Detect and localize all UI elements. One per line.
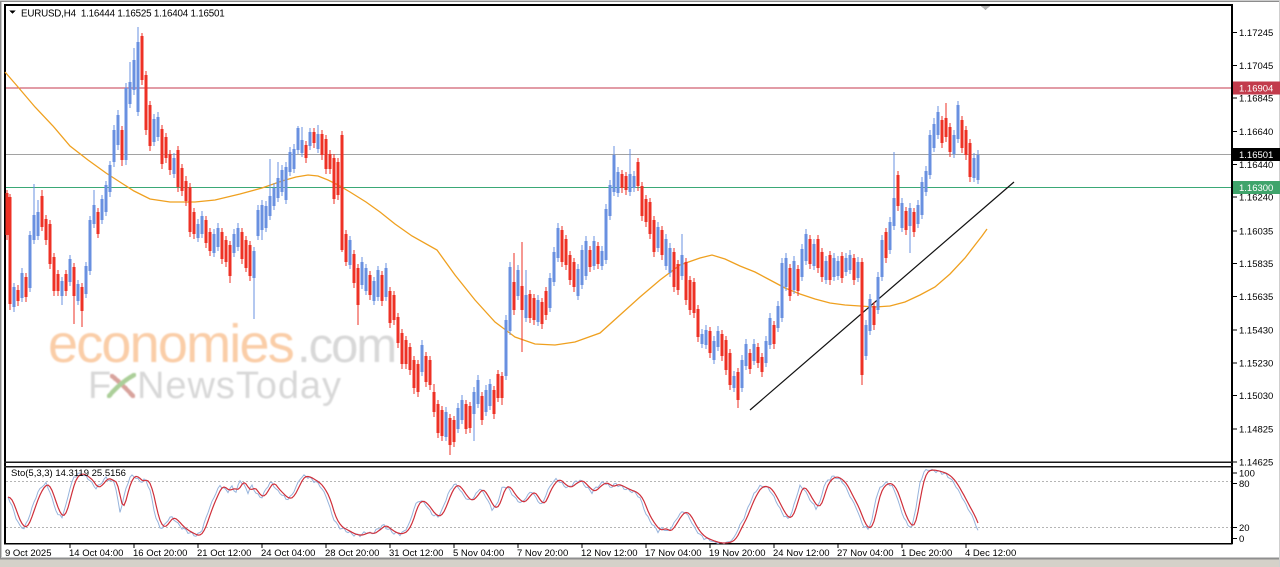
svg-text:1.17045: 1.17045: [1239, 61, 1273, 72]
svg-text:.com: .com: [297, 319, 395, 373]
svg-text:19 Nov 20:00: 19 Nov 20:00: [709, 548, 766, 559]
svg-text:80: 80: [1239, 479, 1250, 490]
svg-text:28 Oct 20:00: 28 Oct 20:00: [325, 548, 379, 559]
svg-text:1.16640: 1.16640: [1239, 127, 1273, 138]
svg-text:24 Oct 04:00: 24 Oct 04:00: [261, 548, 315, 559]
svg-text:1.15030: 1.15030: [1239, 391, 1273, 402]
svg-text:0: 0: [1239, 534, 1244, 545]
svg-text:F: F: [88, 365, 111, 407]
svg-text:9 Oct 2025: 9 Oct 2025: [5, 548, 51, 559]
svg-text:20: 20: [1239, 523, 1250, 534]
svg-text:24 Nov 12:00: 24 Nov 12:00: [773, 548, 830, 559]
svg-text:27 Nov 04:00: 27 Nov 04:00: [837, 548, 894, 559]
svg-text:5 Nov 04:00: 5 Nov 04:00: [453, 548, 504, 559]
svg-text:1.15635: 1.15635: [1239, 292, 1273, 303]
svg-text:1 Dec 20:00: 1 Dec 20:00: [901, 548, 952, 559]
svg-text:1.16440: 1.16440: [1239, 160, 1273, 171]
svg-text:1.16904: 1.16904: [1239, 84, 1273, 95]
svg-text:31 Oct 12:00: 31 Oct 12:00: [389, 548, 443, 559]
svg-text:NewsToday: NewsToday: [137, 365, 342, 407]
svg-text:1.14625: 1.14625: [1239, 457, 1273, 468]
svg-text:1.15835: 1.15835: [1239, 259, 1273, 270]
svg-text:1.16035: 1.16035: [1239, 226, 1273, 237]
svg-text:7 Nov 20:00: 7 Nov 20:00: [517, 548, 568, 559]
svg-text:100: 100: [1239, 469, 1255, 480]
svg-text:1.14825: 1.14825: [1239, 425, 1273, 436]
svg-text:21 Oct 12:00: 21 Oct 12:00: [197, 548, 251, 559]
svg-text:16 Oct 20:00: 16 Oct 20:00: [133, 548, 187, 559]
svg-text:1.15230: 1.15230: [1239, 358, 1273, 369]
svg-text:14 Oct 04:00: 14 Oct 04:00: [69, 548, 123, 559]
svg-text:1.15430: 1.15430: [1239, 326, 1273, 337]
svg-text:1.16240: 1.16240: [1239, 193, 1273, 204]
svg-text:12 Nov 12:00: 12 Nov 12:00: [581, 548, 638, 559]
svg-text:economies: economies: [48, 314, 294, 374]
svg-text:1.16300: 1.16300: [1239, 183, 1273, 194]
svg-text:EURUSD,H4 1.16444 1.16525 1.1: EURUSD,H4 1.16444 1.16525 1.16404 1.1650…: [21, 9, 224, 20]
svg-text:1.16501: 1.16501: [1239, 150, 1273, 161]
svg-text:4 Dec 12:00: 4 Dec 12:00: [965, 548, 1016, 559]
svg-text:1.17245: 1.17245: [1239, 28, 1273, 39]
svg-text:17 Nov 04:00: 17 Nov 04:00: [645, 548, 702, 559]
svg-text:1.16845: 1.16845: [1239, 94, 1273, 105]
svg-text:Sto(5,3,3) 14.3119 25.5156: Sto(5,3,3) 14.3119 25.5156: [11, 468, 126, 479]
